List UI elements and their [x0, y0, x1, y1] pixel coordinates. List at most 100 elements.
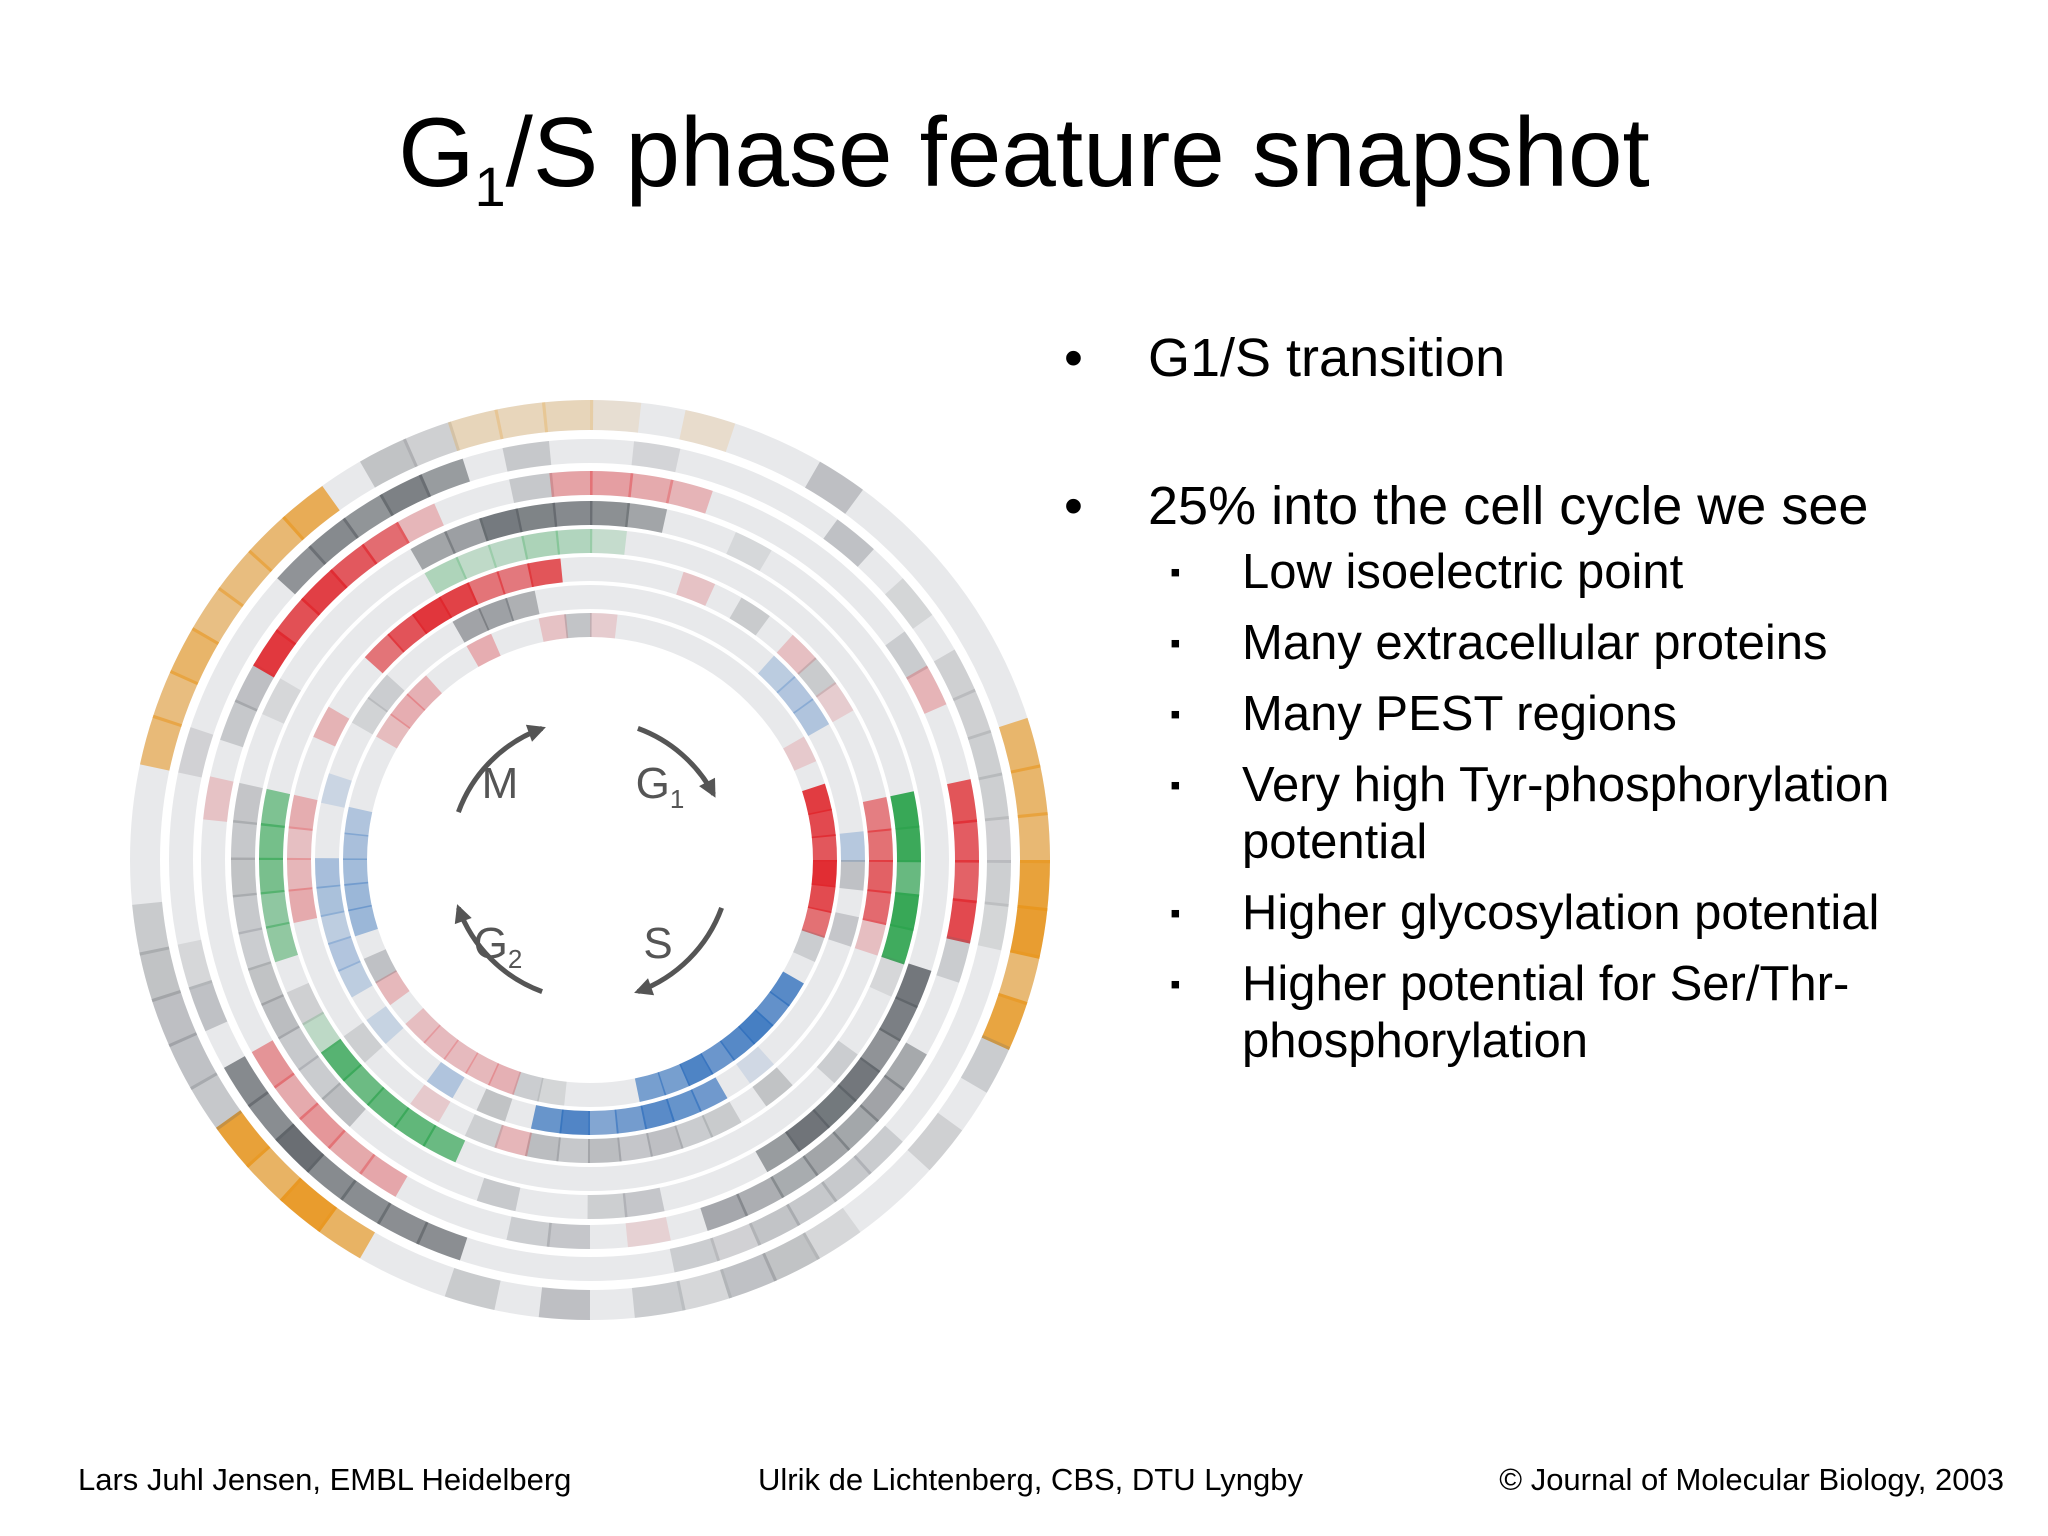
ring-segment: [546, 1222, 591, 1250]
ring-segment: [538, 1287, 591, 1320]
ring-segment: [1017, 859, 1050, 912]
ring-segment: [406, 675, 443, 711]
cell-cycle-feature-wheel: M G1 S G2: [130, 400, 1050, 1320]
ring-segment: [967, 729, 1003, 781]
ring-segment: [757, 655, 796, 694]
ring-segment: [797, 657, 837, 698]
ring-segment: [631, 1280, 686, 1318]
phase-label-g1: G1: [636, 759, 685, 814]
ring-segment: [348, 904, 378, 937]
ring-segment: [867, 828, 893, 863]
ring-segment: [478, 597, 515, 631]
ring-segment: [496, 563, 535, 595]
ring-segment: [736, 1046, 775, 1084]
ring-segment: [665, 1089, 702, 1123]
ring-segment: [549, 470, 593, 498]
sub-bullet-marker: ▪: [1170, 627, 1181, 660]
ring-segment: [624, 502, 668, 533]
ring-segment: [476, 1088, 513, 1122]
ring-segment: [376, 713, 411, 749]
ring-segment: [729, 597, 770, 636]
ring-segment: [776, 675, 814, 714]
ring-segment: [313, 706, 350, 747]
ring-segment: [316, 884, 345, 918]
ring-segment: [960, 1034, 1011, 1093]
ring-segment: [260, 788, 291, 829]
ring-segment: [552, 501, 593, 527]
ring-segment: [981, 992, 1028, 1050]
title-subscript: 1: [474, 155, 506, 218]
ring-segment: [359, 1153, 408, 1197]
ring-segment: [298, 1054, 342, 1101]
ring-segment: [466, 571, 506, 606]
ring-segment: [883, 1042, 927, 1091]
ring-segment: [828, 912, 860, 947]
ring-segment: [506, 1216, 552, 1247]
ring-segment: [299, 1102, 346, 1150]
sub-bullet-extracellular: ▪ Many extracellular proteins: [1064, 615, 2024, 672]
ring-segment: [884, 578, 933, 629]
ring-segment: [701, 1101, 742, 1138]
sub-bullet-text: Higher potential for Ser/Thr-phosphoryla…: [1242, 957, 1850, 1068]
ring-segment: [837, 1056, 881, 1103]
ring-segment: [314, 858, 341, 889]
ring-segment: [343, 832, 369, 861]
sub-bullet-pest: ▪ Many PEST regions: [1064, 686, 2024, 743]
sub-bullet-tyr-phosphorylation: ▪ Very high Tyr-phosphorylation potential: [1064, 757, 2024, 871]
ring-segment: [190, 1072, 243, 1131]
ring-segment: [862, 796, 892, 833]
ring-segment: [526, 558, 563, 588]
ring-segment: [261, 993, 300, 1040]
ring-segment: [1010, 764, 1048, 819]
ring-segment: [521, 530, 561, 560]
ring-segment: [247, 961, 285, 1006]
sub-bullet-marker: ▪: [1170, 769, 1181, 802]
ring-segment: [946, 898, 977, 944]
ring-segment: [802, 1207, 861, 1260]
ring-segment: [804, 461, 863, 514]
ring-segment: [657, 1063, 691, 1096]
sub-bullet-marker: ▪: [1170, 968, 1181, 1001]
ring-segment: [719, 1252, 778, 1299]
bullet-list: • G1/S transition • 25% into the cell cycl…: [1064, 326, 2024, 1070]
footer-copyright: © Journal of Molecular Biology, 2003: [1499, 1462, 2004, 1497]
ring-segment: [735, 1176, 785, 1217]
ring-segment: [231, 857, 257, 898]
ring-segment: [690, 1077, 728, 1113]
cycle-arrow-arc: [637, 907, 724, 994]
ring-segment: [366, 1006, 404, 1045]
ring-segment: [395, 503, 445, 544]
ring-segment: [286, 982, 325, 1026]
ring-segment: [234, 663, 276, 712]
ring-segment: [277, 1025, 320, 1072]
ring-segment: [977, 901, 1009, 951]
ring-segment: [151, 989, 198, 1048]
ring-segment: [479, 508, 523, 542]
ring-segment: [494, 402, 549, 440]
ring-segment: [832, 1104, 880, 1151]
ring-segment: [936, 935, 971, 983]
ring-segment: [375, 970, 410, 1006]
ring-segment: [152, 670, 199, 728]
ring-segment: [191, 587, 244, 646]
ring-segment: [217, 549, 273, 608]
ring-segment: [476, 1177, 521, 1212]
phase-g1-subscript: 1: [670, 784, 684, 814]
ring-segment: [700, 1040, 736, 1075]
ring-segment: [438, 582, 479, 619]
ring-segment: [807, 883, 836, 914]
phase-label-m: M: [482, 759, 519, 808]
ring-segment: [862, 889, 892, 926]
cycle-arrow-head: [699, 777, 716, 798]
ring-segment: [676, 571, 716, 606]
ring-segment: [306, 1153, 357, 1201]
ring-segment: [402, 421, 461, 468]
ring-segment: [634, 1072, 667, 1102]
ring-segment: [363, 949, 397, 984]
ring-segment: [997, 949, 1040, 1006]
sub-bullet-ser-thr-phosphorylation: ▪ Higher potential for Ser/Thr-phosphoryl…: [1064, 956, 2024, 1070]
ring-segment: [802, 1131, 851, 1177]
ring-segment: [275, 597, 321, 646]
ring-segment: [447, 409, 504, 452]
ring-segment: [232, 892, 263, 935]
